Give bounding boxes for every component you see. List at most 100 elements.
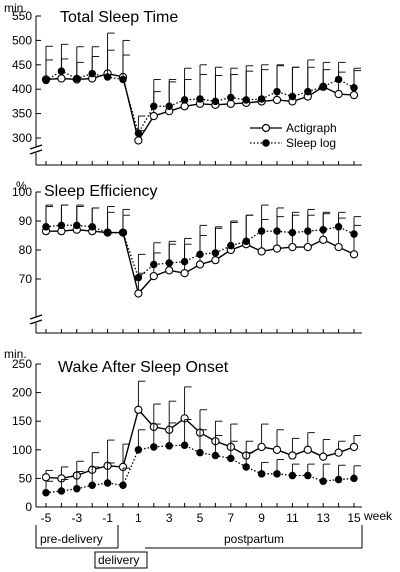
x-tick-label: 13	[317, 511, 331, 525]
actigraph-point	[272, 95, 282, 105]
sleep-log-point	[165, 259, 173, 267]
actigraph-point	[272, 445, 282, 454]
axis-break-gap	[30, 317, 42, 323]
sleep-log-point	[42, 223, 50, 231]
actigraph-point	[195, 260, 205, 269]
sleep-log-point	[211, 451, 220, 460]
y-tick-label: 150	[12, 414, 32, 428]
sleep-log-point	[304, 87, 312, 96]
y-tick-label: 350	[12, 107, 32, 121]
panel-2: 70 80 90 100	[12, 185, 362, 334]
axis-break-mark	[29, 144, 43, 150]
sleep-log-point	[103, 73, 112, 81]
sleep-log-point	[211, 97, 220, 106]
actigraph-point	[334, 242, 343, 252]
y-tick-label: 500	[12, 33, 32, 47]
delivery-box	[94, 551, 148, 569]
se-title: Sleep Efficiency	[44, 183, 158, 200]
axis-break-mark	[29, 319, 43, 325]
sleep-log-point	[88, 223, 96, 231]
sleep-log-point	[180, 441, 189, 449]
sleep-log-point	[88, 481, 96, 490]
sleep-log-point	[211, 249, 220, 257]
x-axis-label: week	[363, 509, 393, 523]
y-tick-label: 250	[12, 357, 32, 371]
x-tick-label: 11	[286, 511, 299, 525]
x-tick-label: 3	[166, 511, 173, 525]
sleep-log-point	[227, 93, 235, 102]
sleep-log-point	[119, 75, 127, 84]
actigraph-point	[257, 442, 266, 452]
axis-break-gap	[30, 147, 42, 153]
sleep-log-point	[242, 96, 250, 104]
sleep-log-point	[304, 471, 312, 480]
y-tick-label: 550	[12, 9, 32, 23]
sleep-log-point	[103, 479, 112, 487]
sleep-log-point	[288, 228, 297, 237]
sleep-log-point	[103, 228, 112, 237]
series-sleep-log	[42, 419, 361, 497]
y-tick-label: 450	[12, 58, 32, 72]
sleep-log-point	[273, 470, 281, 478]
sleep-log-point	[180, 96, 189, 104]
y-tick-label: 80	[19, 243, 33, 257]
waso-title: Wake After Sleep Onset	[58, 359, 229, 376]
sleep-log-point	[119, 481, 127, 490]
sleep-log-line	[45, 70, 355, 135]
waso-unit-label: min.	[4, 347, 27, 361]
delivery-label: delivery	[98, 553, 139, 567]
actigraph-point	[165, 266, 174, 275]
actigraph-point	[334, 89, 343, 99]
y-tick-label: 400	[12, 82, 32, 96]
sleep-log-point	[73, 221, 81, 230]
actigraph-point	[57, 74, 66, 83]
y-tick-label: 50	[19, 471, 33, 485]
x-tick-label: 7	[227, 511, 234, 525]
sleep-log-point	[257, 95, 266, 103]
sleep-log-point	[196, 95, 204, 103]
axis-break-mark	[29, 314, 43, 320]
actigraph-point	[349, 442, 359, 452]
y-tick-label: 70	[19, 272, 33, 286]
sleep-log-point	[150, 260, 158, 269]
actigraph-point	[288, 451, 297, 460]
y-tick-label: 0	[25, 500, 32, 514]
sleep-log-point	[134, 273, 143, 282]
legend-sleeplog-marker	[262, 139, 270, 147]
actigraph-point	[149, 111, 158, 121]
sleep-log-point	[73, 484, 81, 493]
actigraph-point	[180, 102, 189, 111]
legend-actigraph-label: Actigraph	[286, 121, 337, 135]
sleep-log-point	[180, 257, 189, 266]
actigraph-point	[134, 136, 143, 145]
legend-sleeplog-label: Sleep log	[286, 136, 336, 150]
sleep-log-point	[88, 69, 96, 78]
actigraph-point	[303, 445, 312, 454]
actigraph-point	[303, 242, 312, 252]
actigraph-point	[288, 242, 297, 252]
sleep-log-point	[273, 87, 281, 96]
y-tick-label: 300	[12, 131, 32, 145]
sleep-log-point	[165, 442, 173, 450]
tst-title: Total Sleep Time	[60, 9, 178, 26]
legend-actigraph-marker	[261, 123, 271, 133]
sleep-log-point	[242, 237, 250, 246]
actigraph-point	[349, 250, 359, 259]
actigraph-point	[134, 289, 143, 298]
se-unit-label: %	[16, 179, 27, 193]
actigraph-point	[334, 448, 343, 457]
sleep-log-point	[73, 74, 81, 83]
sleep-log-point	[257, 227, 266, 235]
sleep-log-point	[227, 454, 235, 463]
x-tick-label: -5	[41, 511, 52, 525]
series-actigraph	[41, 49, 361, 145]
x-tick-label: 15	[347, 511, 361, 525]
actigraph-point	[349, 90, 359, 100]
sleep-log-point	[57, 221, 66, 230]
sleep-log-point	[319, 477, 327, 486]
sleep-log-point	[134, 129, 143, 137]
sleep-log-point	[165, 102, 173, 111]
x-tick-label: 9	[258, 511, 265, 525]
